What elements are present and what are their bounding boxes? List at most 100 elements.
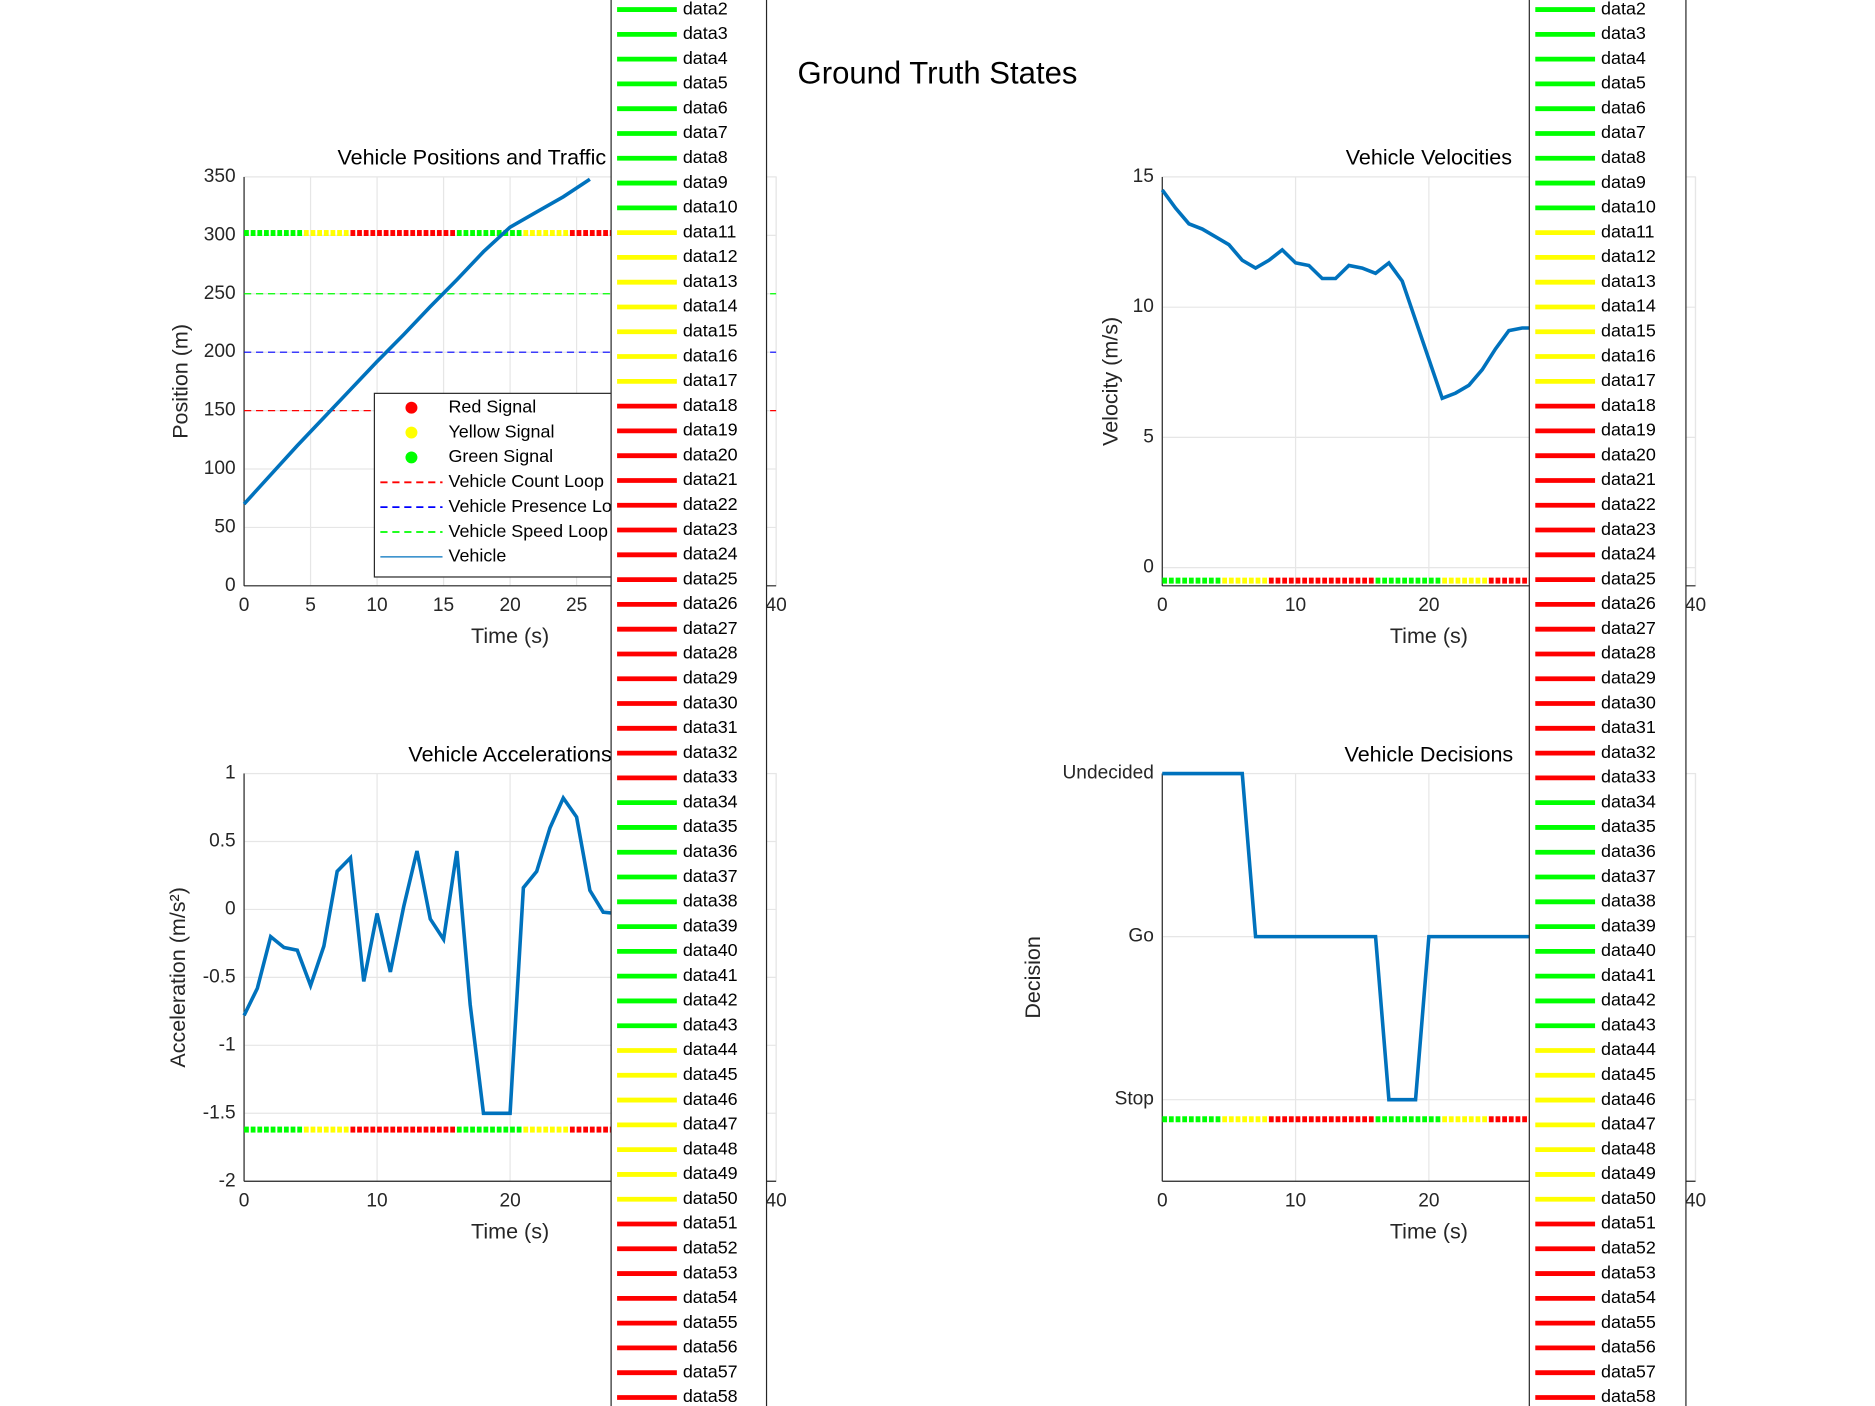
x-axis-label: Time (s) bbox=[471, 624, 549, 648]
legend-label: data50 bbox=[1601, 1188, 1656, 1208]
legend-label: data3 bbox=[1601, 23, 1646, 43]
legend-label: data51 bbox=[683, 1213, 738, 1233]
legend-label: data49 bbox=[683, 1163, 738, 1183]
legend-label: data19 bbox=[683, 420, 738, 440]
legend-label: data12 bbox=[1601, 246, 1656, 266]
legend-label: data27 bbox=[1601, 618, 1656, 638]
legend-label: data28 bbox=[683, 643, 738, 663]
legend-label: Vehicle Speed Loop bbox=[449, 521, 608, 541]
legend-label: data14 bbox=[1601, 296, 1656, 316]
x-tick-label: 20 bbox=[1418, 595, 1439, 616]
legend-marker bbox=[405, 451, 418, 464]
legend-label: data53 bbox=[683, 1262, 738, 1282]
legend-label: data26 bbox=[683, 593, 738, 613]
legend-label: data32 bbox=[683, 742, 738, 762]
legend-label: data40 bbox=[683, 940, 738, 960]
legend-label: data10 bbox=[1601, 197, 1656, 217]
legend-label: data18 bbox=[1601, 395, 1656, 415]
x-tick-label: 0 bbox=[239, 1191, 250, 1212]
x-axis-label: Time (s) bbox=[1390, 1219, 1468, 1243]
x-tick-label: 0 bbox=[1157, 1191, 1168, 1212]
x-tick-label: 20 bbox=[499, 1191, 520, 1212]
y-tick-label: 250 bbox=[204, 283, 236, 304]
y-tick-label: -1.5 bbox=[203, 1102, 236, 1123]
legend-label: Vehicle Presence Loop bbox=[449, 496, 632, 516]
legend-label: data15 bbox=[683, 320, 738, 340]
legend-label: data23 bbox=[1601, 519, 1656, 539]
legend-label: data9 bbox=[1601, 172, 1646, 192]
legend-label: data23 bbox=[683, 519, 738, 539]
legend-label: data45 bbox=[1601, 1064, 1656, 1084]
legend-label: data37 bbox=[1601, 866, 1656, 886]
legend-label: data52 bbox=[1601, 1238, 1656, 1258]
legend-label: data2 bbox=[683, 0, 728, 18]
legend-label: Yellow Signal bbox=[449, 421, 555, 441]
legend-label: data7 bbox=[683, 122, 728, 142]
legend-label: data9 bbox=[683, 172, 728, 192]
legend-label: data58 bbox=[1601, 1386, 1656, 1406]
legend-label: data30 bbox=[1601, 692, 1656, 712]
legend-label: data38 bbox=[1601, 891, 1656, 911]
legend-label: data4 bbox=[683, 48, 728, 68]
legend-label: data43 bbox=[683, 1014, 738, 1034]
y-tick-label: 5 bbox=[1143, 426, 1154, 447]
legend-label: data6 bbox=[683, 97, 728, 117]
x-tick-label: 20 bbox=[499, 595, 520, 616]
x-axis-label: Time (s) bbox=[471, 1219, 549, 1243]
legend-label: data3 bbox=[683, 23, 728, 43]
y-tick-label: -2 bbox=[219, 1170, 236, 1191]
y-tick-label: 10 bbox=[1133, 296, 1154, 317]
legend-label: data38 bbox=[683, 891, 738, 911]
legend-label: data32 bbox=[1601, 742, 1656, 762]
y-axis-label: Decision bbox=[1021, 936, 1045, 1019]
legend-label: data11 bbox=[1601, 221, 1655, 241]
legend-label: data15 bbox=[1601, 320, 1656, 340]
legend-label: Vehicle Count Loop bbox=[449, 471, 604, 491]
legend-label: data56 bbox=[683, 1337, 738, 1357]
y-tick-label: 350 bbox=[204, 166, 236, 187]
data-line bbox=[1162, 771, 1536, 1102]
y-tick-label: Go bbox=[1128, 926, 1154, 947]
y-tick-label: -0.5 bbox=[203, 966, 236, 987]
y-axis-label: Velocity (m/s) bbox=[1099, 317, 1123, 446]
legend-label: data54 bbox=[1601, 1287, 1656, 1307]
legend-label: data18 bbox=[683, 395, 738, 415]
legend-label: data57 bbox=[683, 1361, 738, 1381]
legend-label: data39 bbox=[1601, 915, 1656, 935]
legend-label: data27 bbox=[683, 618, 738, 638]
legend-label: data47 bbox=[683, 1114, 738, 1134]
legend-label: data5 bbox=[683, 73, 728, 93]
legend-label: data31 bbox=[1601, 717, 1656, 737]
legend-label: data45 bbox=[683, 1064, 738, 1084]
y-axis-label: Acceleration (m/s²) bbox=[166, 887, 190, 1068]
legend-label: data29 bbox=[1601, 667, 1656, 687]
legend-label: data13 bbox=[683, 271, 738, 291]
x-tick-label: 15 bbox=[433, 595, 454, 616]
legend-label: data22 bbox=[1601, 494, 1656, 514]
legend-label: data20 bbox=[683, 444, 738, 464]
legend-label: data43 bbox=[1601, 1014, 1656, 1034]
legend-label: data54 bbox=[683, 1287, 738, 1307]
legend-label: data34 bbox=[1601, 791, 1656, 811]
legend-label: data12 bbox=[683, 246, 738, 266]
x-tick-label: 10 bbox=[366, 595, 387, 616]
legend-label: data21 bbox=[1601, 469, 1656, 489]
y-tick-label: 0.5 bbox=[209, 831, 236, 852]
legend-label: data25 bbox=[683, 568, 738, 588]
legend-label: data33 bbox=[1601, 767, 1656, 787]
legend-label: data24 bbox=[683, 544, 738, 564]
y-tick-label: 1 bbox=[225, 763, 236, 784]
legend-label: data19 bbox=[1601, 420, 1656, 440]
legend-label: data30 bbox=[683, 692, 738, 712]
legend-label: data28 bbox=[1601, 643, 1656, 663]
legend-label: data11 bbox=[683, 221, 737, 241]
y-tick-label: 0 bbox=[225, 898, 236, 919]
y-axis-label: Position (m) bbox=[169, 324, 193, 439]
legend-label: data50 bbox=[683, 1188, 738, 1208]
legend-label: data52 bbox=[683, 1238, 738, 1258]
legend-label: data29 bbox=[683, 667, 738, 687]
legend-label: data36 bbox=[683, 841, 738, 861]
legend-label: data47 bbox=[1601, 1114, 1656, 1134]
x-tick-label: 20 bbox=[1418, 1191, 1439, 1212]
